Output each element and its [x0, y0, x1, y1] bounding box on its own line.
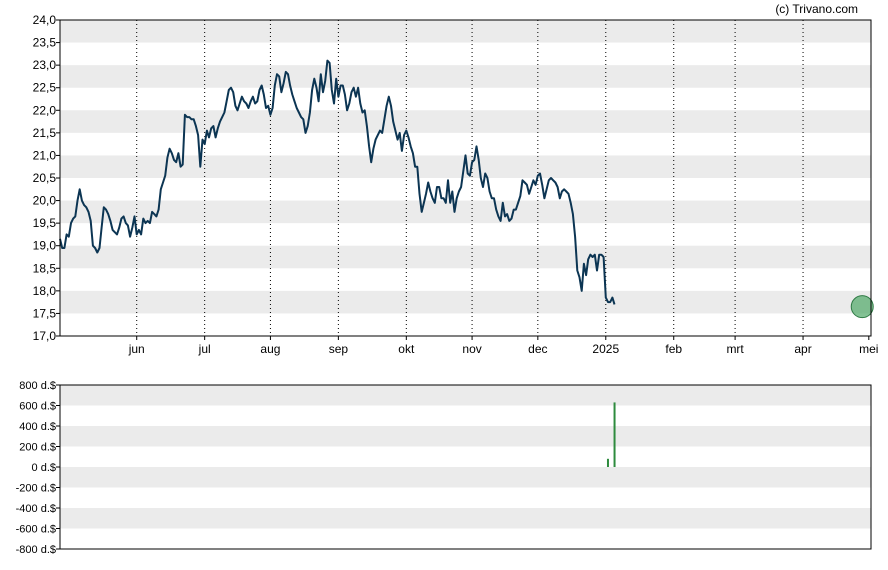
y-tick-label: 17,5 [33, 306, 57, 320]
price-band [60, 155, 871, 178]
x-tick-label: nov [462, 342, 481, 356]
x-tick-label: feb [665, 342, 682, 356]
last-price-marker [850, 295, 874, 319]
y-tick-label: 23,0 [33, 58, 57, 72]
x-tick-label: jul [198, 342, 211, 356]
price-line-group [59, 59, 874, 319]
volume-tick-label: 400 d.$ [19, 421, 56, 433]
y-tick-label: 22,5 [33, 81, 57, 95]
volume-band [60, 508, 871, 529]
volume-panel-bands [60, 385, 871, 529]
y-tick-label: 19,0 [33, 239, 57, 253]
volume-tick-label: -600 d.$ [16, 524, 56, 536]
price-band [60, 200, 871, 224]
volume-tick-label: 0 d.$ [32, 462, 56, 474]
price-band [60, 20, 871, 43]
x-tick-label: mei [859, 342, 878, 356]
y-tick-label: 18,0 [33, 284, 57, 298]
price-band [60, 110, 871, 133]
y-tick-label: 20,0 [33, 194, 57, 208]
volume-tick-label: -800 d.$ [16, 544, 56, 556]
y-tick-label: 17,0 [33, 329, 57, 343]
volume-band [60, 467, 871, 488]
volume-y-axis: 800 d.$ 600 d.$ 400 d.$ 200 d.$ 0 d.$ -200 d.… [16, 380, 60, 556]
y-tick-label: 21,0 [33, 148, 57, 162]
y-tick-label: 23,5 [33, 36, 57, 50]
watermark: (c) Trivano.com [775, 2, 858, 16]
x-tick-label: jun [128, 342, 145, 356]
price-band [60, 290, 871, 314]
price-panel-gridlines [136, 20, 804, 336]
price-panel-frame [59, 19, 872, 337]
price-x-axis: jun jul aug sep okt nov dec 2025 feb mrt apr mei [128, 336, 878, 356]
price-panel-bands [60, 20, 871, 314]
volume-tick-label: 600 d.$ [19, 401, 56, 413]
y-tick-label: 22,0 [33, 103, 57, 117]
x-tick-label: okt [398, 342, 415, 356]
x-tick-label: mrt [726, 342, 744, 356]
price-line [59, 59, 616, 305]
volume-tick-label: -200 d.$ [16, 483, 56, 495]
y-tick-label: 18,5 [33, 261, 57, 275]
volume-bar [613, 402, 616, 467]
volume-band [60, 385, 871, 406]
y-tick-label: 21,5 [33, 126, 57, 140]
x-tick-label: 2025 [592, 342, 619, 356]
x-tick-label: dec [528, 342, 547, 356]
price-band [60, 245, 871, 269]
y-tick-label: 19,5 [33, 216, 57, 230]
x-tick-label: sep [329, 342, 349, 356]
x-tick-label: aug [260, 342, 280, 356]
volume-band [60, 426, 871, 447]
volume-tick-label: -400 d.$ [16, 503, 56, 515]
volume-tick-label: 800 d.$ [19, 380, 56, 392]
price-y-axis: 17,0 17,5 18,0 18,5 19,0 19,5 20,0 20,5 21,0 21,5… [33, 13, 60, 343]
price-band [60, 65, 871, 88]
x-tick-label: apr [794, 342, 811, 356]
volume-tick-label: 200 d.$ [19, 442, 56, 454]
volume-panel-frame [59, 384, 872, 550]
y-tick-label: 24,0 [33, 13, 57, 27]
y-tick-label: 20,5 [33, 171, 57, 185]
volume-bars [606, 402, 616, 467]
volume-bar [606, 458, 609, 467]
